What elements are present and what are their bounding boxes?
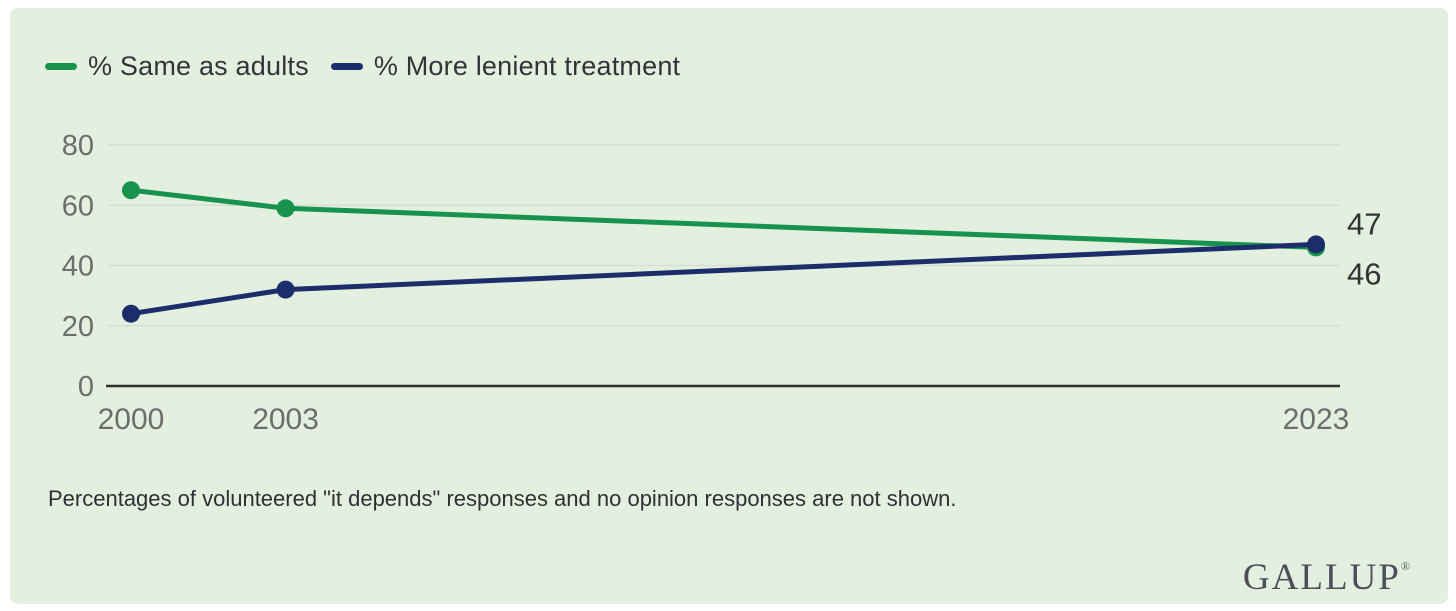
x-tick-label: 2023: [1283, 403, 1350, 436]
y-tick-label: 80: [62, 130, 94, 162]
data-point-marker: [122, 181, 140, 200]
chart-legend: % Same as adults % More lenient treatment: [45, 51, 680, 82]
registered-mark-icon: ®: [1400, 559, 1410, 573]
y-tick-label: 40: [62, 251, 94, 283]
gallup-logo-text: GALLUP: [1242, 557, 1401, 598]
series-line: [128, 187, 1319, 250]
legend-item: % More lenient treatment: [330, 51, 681, 82]
data-point-marker: [276, 199, 295, 218]
chart-panel: [10, 8, 1448, 604]
legend-label: % More lenient treatment: [373, 51, 681, 81]
series-end-value-label: 46: [1347, 256, 1381, 291]
y-tick-label: 60: [62, 190, 94, 222]
series-end-value-label: 47: [1347, 206, 1381, 241]
legend-swatch-icon: [45, 63, 77, 70]
legend-label: % Same as adults: [88, 51, 309, 81]
data-point-marker: [122, 304, 140, 323]
legend-swatch-icon: [330, 63, 363, 70]
x-tick-label: 2000: [98, 403, 165, 436]
x-tick-label: 2003: [252, 403, 319, 436]
footnote-text: Percentages of volunteered "it depends" …: [48, 486, 957, 511]
data-point-marker: [1307, 235, 1325, 254]
y-tick-label: 20: [62, 311, 94, 343]
legend-item: % Same as adults: [45, 51, 309, 82]
gallup-logo: GALLUP®: [1243, 556, 1410, 599]
y-tick-label: 0: [78, 371, 94, 403]
data-point-marker: [276, 280, 295, 299]
series-line: [128, 241, 1319, 317]
